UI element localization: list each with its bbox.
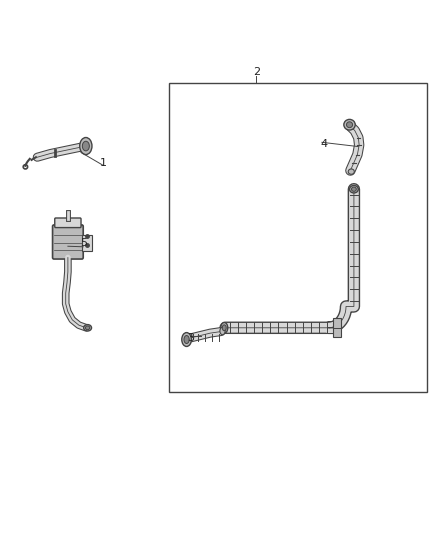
Text: 1: 1 bbox=[99, 158, 106, 167]
Ellipse shape bbox=[348, 169, 354, 174]
Text: 5: 5 bbox=[80, 238, 87, 247]
Ellipse shape bbox=[222, 325, 226, 330]
Ellipse shape bbox=[84, 325, 92, 331]
FancyBboxPatch shape bbox=[55, 218, 81, 228]
Ellipse shape bbox=[182, 333, 191, 346]
Ellipse shape bbox=[82, 141, 89, 151]
Ellipse shape bbox=[184, 336, 189, 344]
Bar bbox=[169, 83, 427, 392]
Bar bbox=[82, 235, 92, 251]
Ellipse shape bbox=[346, 122, 353, 128]
Text: 3: 3 bbox=[187, 334, 194, 343]
Ellipse shape bbox=[350, 185, 358, 193]
Ellipse shape bbox=[344, 119, 355, 130]
Bar bbox=[333, 318, 341, 337]
Text: 2: 2 bbox=[253, 67, 260, 77]
Ellipse shape bbox=[221, 322, 228, 333]
Ellipse shape bbox=[220, 327, 225, 335]
FancyBboxPatch shape bbox=[53, 225, 83, 259]
Ellipse shape bbox=[351, 187, 357, 191]
Text: 4: 4 bbox=[321, 139, 328, 149]
Ellipse shape bbox=[85, 326, 90, 329]
Ellipse shape bbox=[80, 138, 92, 155]
